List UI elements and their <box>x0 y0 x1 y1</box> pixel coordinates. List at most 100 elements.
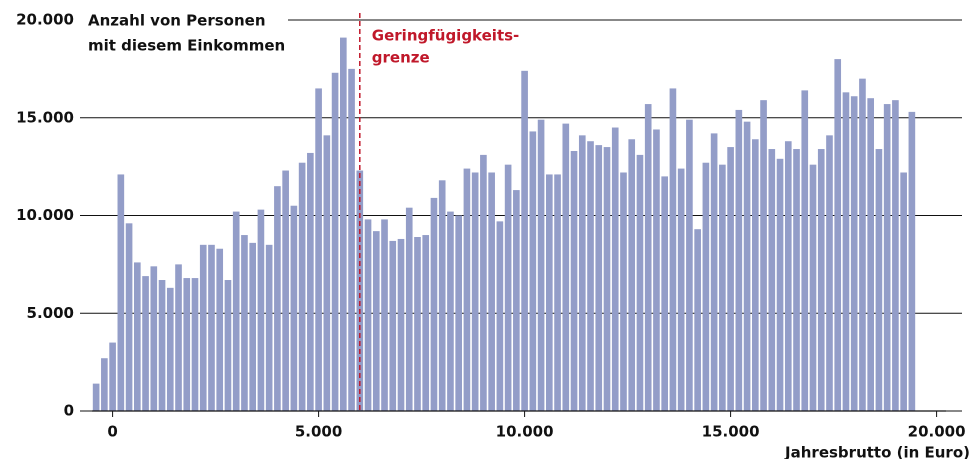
bar <box>768 149 776 411</box>
bar <box>908 111 916 411</box>
bar <box>529 131 537 411</box>
bar <box>397 238 405 411</box>
x-tick-label: 10.000 <box>496 423 554 441</box>
bar <box>150 266 158 411</box>
bar <box>216 248 224 411</box>
bar <box>249 242 256 411</box>
bar <box>784 141 792 411</box>
x-axis-label: Jahresbrutto (in Euro) <box>784 444 970 459</box>
bar <box>142 276 149 411</box>
bar <box>166 287 174 411</box>
bar <box>307 152 314 411</box>
bar <box>158 280 166 411</box>
bar <box>430 197 438 411</box>
bar <box>480 154 487 411</box>
bar <box>372 231 380 411</box>
y-tick-label: 5.000 <box>27 304 74 322</box>
bar <box>265 244 273 411</box>
threshold-label: Geringfügigkeits- <box>372 27 519 45</box>
bar <box>661 176 668 411</box>
bar <box>900 172 907 411</box>
bar <box>504 164 512 411</box>
bar <box>578 135 586 411</box>
bar <box>595 145 603 411</box>
bar <box>570 150 578 412</box>
bar <box>677 168 685 411</box>
x-tick-label: 15.000 <box>702 423 760 441</box>
bar <box>537 119 545 411</box>
bar <box>463 168 471 411</box>
bar <box>183 278 191 411</box>
bar <box>653 129 660 412</box>
bar <box>331 72 339 411</box>
bar <box>496 221 504 411</box>
bar <box>735 109 743 412</box>
bar <box>636 154 644 411</box>
bar <box>867 98 874 411</box>
bar <box>850 96 858 412</box>
bar <box>405 207 413 411</box>
bar <box>224 280 232 411</box>
bar <box>389 240 397 411</box>
bar <box>274 186 281 411</box>
bar <box>644 104 652 411</box>
bar <box>554 174 561 411</box>
bar <box>232 211 240 411</box>
bar <box>817 149 825 411</box>
x-tick-label: 0 <box>107 423 117 441</box>
x-tick-label: 5.000 <box>295 423 342 441</box>
bar <box>694 229 701 411</box>
bar <box>315 88 322 412</box>
bar <box>340 37 347 411</box>
bar <box>892 100 899 411</box>
bar <box>611 127 619 412</box>
bar <box>208 244 215 411</box>
bar <box>603 147 611 411</box>
bar <box>562 123 570 412</box>
bar <box>686 119 693 411</box>
bar <box>381 219 388 411</box>
y-tick-label: 15.000 <box>16 108 74 126</box>
bar <box>628 139 636 411</box>
bar <box>727 147 734 411</box>
bar <box>282 170 289 411</box>
y-axis-label: Anzahl von Personen <box>88 12 266 30</box>
bar <box>290 205 298 411</box>
bar <box>793 149 800 411</box>
bar <box>826 135 833 411</box>
bar <box>134 262 141 411</box>
y-tick-label: 10.000 <box>16 206 74 224</box>
bar <box>348 68 355 411</box>
bar <box>620 172 627 411</box>
y-axis-label: mit diesem Einkommen <box>88 37 285 55</box>
bar <box>175 264 182 411</box>
bar <box>513 190 520 411</box>
y-tick-label: 0 <box>64 402 74 420</box>
bar <box>801 90 809 411</box>
bar <box>422 235 430 411</box>
bar <box>719 164 726 411</box>
bar <box>471 172 479 411</box>
bar <box>859 78 866 412</box>
bar <box>669 88 677 412</box>
bar <box>117 174 125 411</box>
bar <box>710 133 718 411</box>
bar <box>488 172 495 411</box>
bar <box>414 237 421 411</box>
bar <box>875 149 883 411</box>
bar <box>587 141 594 411</box>
bar <box>125 223 133 411</box>
bar <box>356 170 364 411</box>
bar <box>776 158 784 411</box>
bar <box>521 70 528 411</box>
bar <box>809 164 817 411</box>
bar <box>199 244 207 411</box>
bar <box>109 342 116 411</box>
bar <box>702 162 710 411</box>
bar <box>257 209 265 411</box>
bar <box>101 358 108 411</box>
bar <box>752 139 759 411</box>
bar <box>447 211 454 411</box>
x-tick-label: 20.000 <box>908 423 966 441</box>
